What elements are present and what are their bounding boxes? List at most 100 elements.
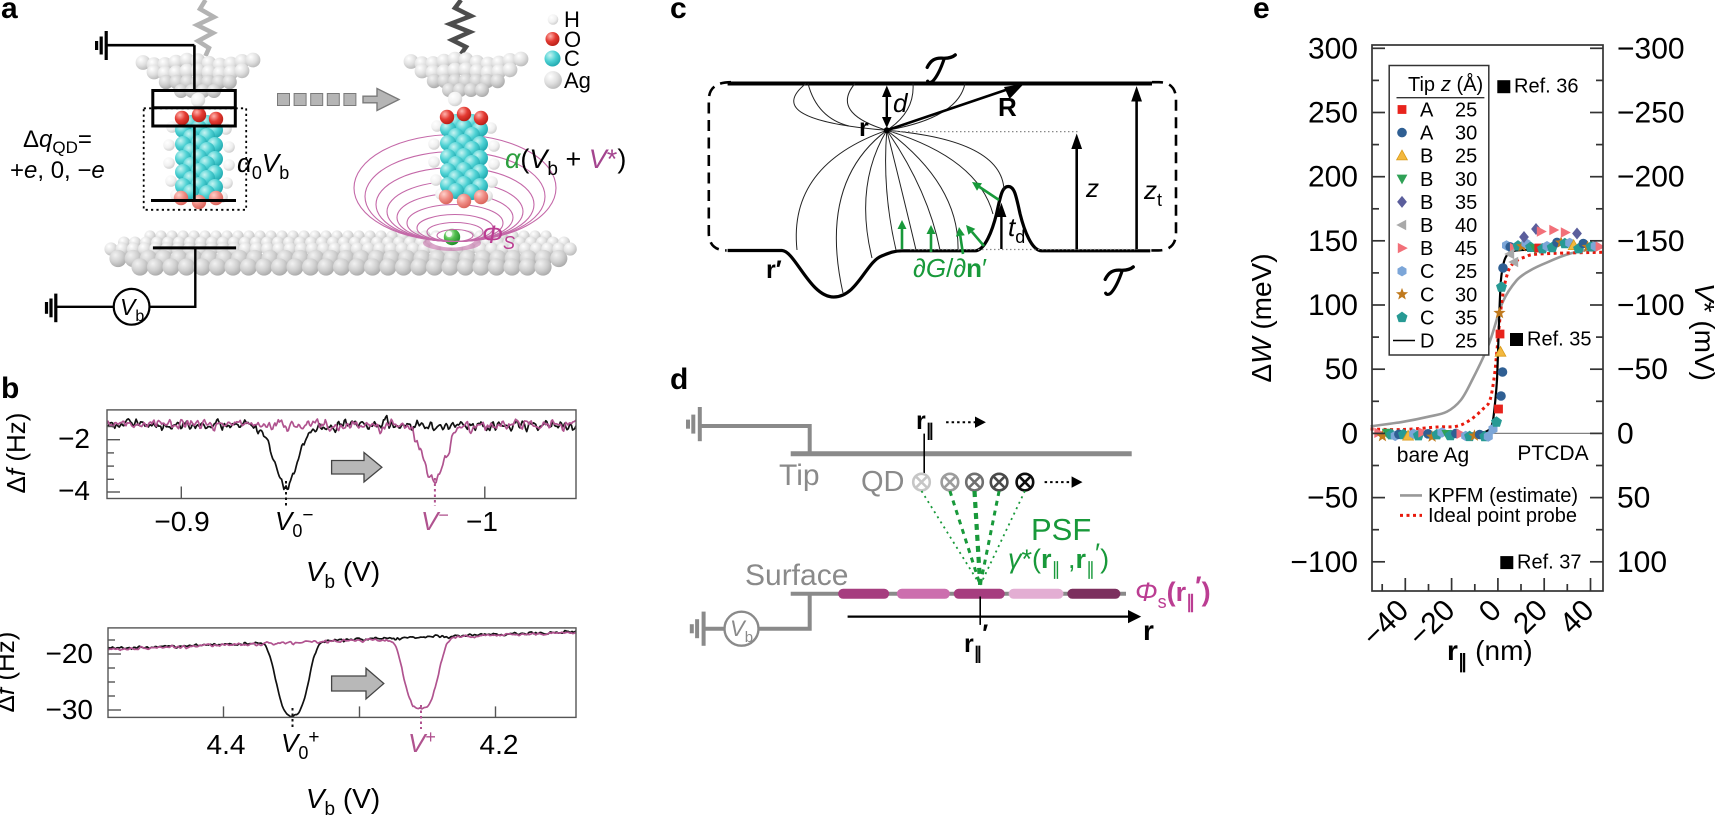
svg-text:−2: −2 [58,423,90,454]
svg-text:−4: −4 [58,475,90,506]
svg-text:A: A [1420,100,1434,122]
svg-text:zt: zt [1143,175,1162,210]
svg-text:Δf (Hz): Δf (Hz) [1,413,31,494]
svg-text:r: r [859,114,869,142]
svg-text:40: 40 [1554,594,1601,641]
svg-text:c: c [670,0,687,25]
svg-text:QD: QD [861,466,905,498]
svg-text:25: 25 [1455,261,1477,283]
svg-text:Ref. 36: Ref. 36 [1514,76,1578,98]
svg-text:Ref. 35: Ref. 35 [1527,329,1591,351]
svg-text:e: e [1253,0,1270,25]
svg-text:α0Vb: α0Vb [237,148,289,183]
svg-text:R: R [998,92,1017,122]
svg-text:40: 40 [1455,215,1477,237]
svg-text:35: 35 [1455,307,1477,329]
svg-text:−300: −300 [1617,32,1685,65]
svg-text:200: 200 [1308,161,1358,194]
svg-text:B: B [1420,169,1433,191]
svg-text:B: B [1420,238,1433,260]
svg-text:−100: −100 [1290,546,1358,579]
svg-text:0: 0 [1473,594,1508,629]
svg-text:−100: −100 [1617,289,1685,322]
svg-text:30: 30 [1455,284,1477,306]
svg-text:PTCDA: PTCDA [1517,442,1588,465]
svg-text:−0.9: −0.9 [154,506,209,537]
svg-text:d: d [670,363,688,396]
svg-text:H: H [564,7,580,32]
svg-text:−50: −50 [1307,482,1358,515]
svg-text:Tip: Tip [779,459,820,492]
svg-text:+e, 0, −e: +e, 0, −e [10,157,105,184]
svg-text:−30: −30 [46,694,94,725]
svg-text:bare Ag: bare Ag [1397,444,1469,467]
svg-text:20: 20 [1507,594,1554,641]
svg-text:V+: V+ [408,727,436,758]
svg-text:Δf (Hz): Δf (Hz) [0,632,20,713]
svg-text:O: O [564,27,581,52]
svg-text:D: D [1420,331,1434,353]
svg-text:ΔW (meV): ΔW (meV) [1246,253,1277,382]
svg-text:−200: −200 [1617,161,1685,194]
svg-text:25: 25 [1455,100,1477,122]
svg-text:50: 50 [1617,482,1650,515]
svg-text:V−: V− [421,505,449,536]
svg-text:25: 25 [1455,146,1477,168]
svg-text:30: 30 [1455,123,1477,145]
svg-text:250: 250 [1308,97,1358,130]
svg-text:ΔqQD=: ΔqQD= [23,126,92,157]
svg-text:45: 45 [1455,238,1477,260]
svg-text:Vb (V): Vb (V) [306,783,380,818]
svg-text:α(Vb + V*): α(Vb + V*) [505,144,626,180]
svg-text:A: A [1420,123,1434,145]
svg-text:r∥: r∥ [916,407,934,440]
svg-text:Ref. 37: Ref. 37 [1517,552,1581,574]
svg-text:C: C [564,46,580,71]
svg-text:300: 300 [1308,32,1358,65]
svg-text:25: 25 [1455,331,1477,353]
svg-text:35: 35 [1455,192,1477,214]
svg-text:B: B [1420,215,1433,237]
svg-text:a: a [1,0,18,25]
svg-text:50: 50 [1325,353,1358,386]
svg-text:Tip: Tip [1408,74,1435,96]
svg-text:Φs(r∥′): Φs(r∥′) [1135,571,1211,613]
svg-text:150: 150 [1308,225,1358,258]
svg-text:B: B [1420,192,1433,214]
svg-text:−150: −150 [1617,225,1685,258]
svg-text:−50: −50 [1617,353,1668,386]
svg-text:z (Å): z (Å) [1440,73,1483,96]
svg-text:z: z [1085,173,1099,203]
svg-text:−1: −1 [466,506,498,537]
svg-text:Vb (V): Vb (V) [306,556,380,593]
svg-text:r∥′: r∥′ [964,620,988,663]
svg-text:Ag: Ag [564,68,591,93]
svg-text:r∥ (nm): r∥ (nm) [1447,635,1533,673]
svg-text:−20: −20 [46,638,94,669]
svg-text:−250: −250 [1617,97,1685,130]
svg-text:V0+: V0+ [281,727,319,763]
svg-text:Surface: Surface [745,559,848,592]
svg-text:r: r [1143,615,1154,646]
svg-text:C: C [1420,261,1434,283]
svg-text:V0−: V0− [275,505,313,541]
svg-text:d: d [893,88,909,118]
svg-text:B: B [1420,146,1433,168]
svg-text:PSF: PSF [1031,512,1091,547]
svg-text:KPFM (estimate): KPFM (estimate) [1428,485,1578,507]
svg-text:4.4: 4.4 [207,729,246,760]
svg-text:0: 0 [1617,417,1634,450]
svg-text:100: 100 [1308,289,1358,322]
svg-text:0: 0 [1341,417,1358,450]
svg-text:4.2: 4.2 [480,729,519,760]
svg-text:C: C [1420,284,1434,306]
svg-text:r′: r′ [766,256,782,284]
svg-text:V* (mV): V* (mV) [1689,283,1718,381]
svg-text:∂G/∂n′: ∂G/∂n′ [913,253,987,283]
svg-text:td: td [1008,212,1025,247]
svg-text:b: b [1,372,19,405]
svg-text:−40: −40 [1356,594,1415,653]
svg-text:Ideal point probe: Ideal point probe [1428,505,1577,527]
svg-text:C: C [1420,307,1434,329]
svg-text:30: 30 [1455,169,1477,191]
